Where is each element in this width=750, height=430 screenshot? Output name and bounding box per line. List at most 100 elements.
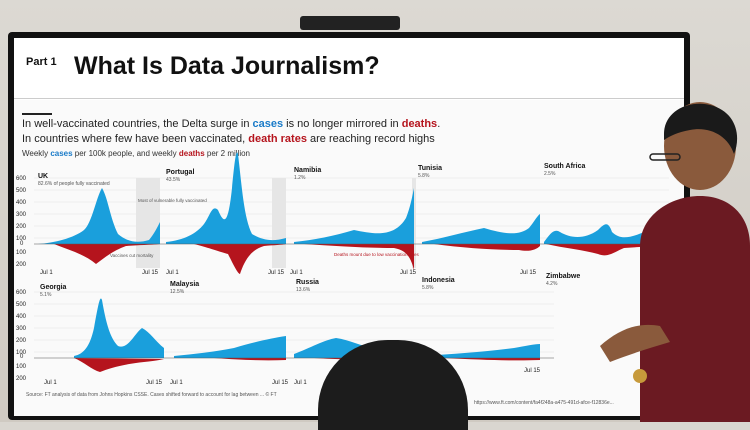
pct-indonesia: 5.8%	[422, 285, 434, 291]
slide-part-label: Part 1	[26, 56, 57, 68]
portugal-cases-area	[166, 152, 286, 244]
tick2-300: 300	[16, 326, 27, 332]
annotation-uk-mortality: Vaccines cut mortality	[110, 253, 154, 258]
row2-y-axis: 600 500 400 300 200 100 0 100 200	[16, 290, 27, 382]
tick-200: 200	[16, 224, 27, 230]
pct-malaysia: 12.5%	[170, 289, 185, 295]
presenter-hair	[664, 103, 738, 154]
rus-x-start: Jul 1	[294, 380, 307, 386]
tick2-100: 100	[16, 350, 27, 356]
uk-shade	[136, 178, 160, 268]
tick-neg100: 100	[16, 250, 27, 256]
sub-cases: cases	[50, 149, 73, 158]
slide-titlebar: Part 1 What Is Data Journalism?	[14, 38, 684, 100]
label-malaysia: Malaysia	[170, 281, 199, 288]
ft-accent-mark	[22, 113, 52, 115]
h1-cases: cases	[252, 118, 284, 130]
tick-100: 100	[16, 236, 27, 242]
indonesia-cases-area	[422, 344, 540, 358]
pct-tunisia: 5.8%	[418, 173, 430, 179]
pct-namibia: 1.2%	[294, 175, 306, 181]
tick-400: 400	[16, 200, 27, 206]
sub-b: per 100k people, and weekly	[72, 149, 179, 158]
pct-zimbabwe: 4.2%	[546, 281, 558, 287]
tick2-200: 200	[16, 338, 27, 344]
presenter	[600, 102, 750, 422]
label-zimbabwe: Zimbabwe	[546, 273, 580, 280]
pct-russia: 13.6%	[296, 287, 311, 293]
georgia-deaths-area	[74, 358, 164, 372]
h1-part-b: is no longer mirrored in	[283, 118, 402, 130]
south-africa-deaths-area	[546, 244, 662, 256]
h1-part-a: In well-vaccinated countries, the Delta …	[22, 118, 253, 130]
indonesia-deaths-area	[444, 358, 540, 361]
presenter-shirt	[640, 196, 750, 422]
pct-portugal: 43.5%	[166, 177, 181, 183]
annotation-uk-vulnerable: Most of vulnerable fully vaccinated	[138, 198, 207, 203]
country-labels: UK 82.6% of people fully vaccinated Port…	[38, 163, 585, 298]
tick-300: 300	[16, 212, 27, 218]
tick2-600: 600	[16, 290, 27, 296]
tick-600: 600	[16, 176, 27, 182]
nam-x-end: Jul 15	[400, 270, 417, 276]
portugal-shade	[272, 178, 286, 268]
tunisia-deaths-area	[434, 244, 540, 251]
tick2-0: 0	[20, 354, 24, 360]
h2-part-a: In countries where few have been vaccina…	[22, 133, 249, 145]
sub-deaths: deaths	[178, 149, 205, 158]
pct-georgia: 5.1%	[40, 292, 52, 298]
tick-0: 0	[20, 241, 24, 247]
label-uk: UK	[38, 173, 48, 180]
annotation-namibia: Deaths mount due to low vaccination rate…	[334, 252, 420, 257]
georgia-cases-area	[74, 298, 164, 358]
presenter-hand	[600, 324, 670, 362]
tick2-neg100: 100	[16, 364, 27, 370]
source-note: Source: FT analysis of data from Johns H…	[26, 392, 277, 398]
tick-neg200: 200	[16, 262, 27, 268]
mal-x-start: Jul 1	[170, 380, 183, 386]
watch-icon	[633, 369, 647, 383]
label-georgia: Georgia	[40, 284, 67, 291]
tunisia-cases-area	[422, 214, 540, 244]
h1-deaths: deaths	[401, 118, 438, 130]
pt-x-start: Jul 1	[166, 270, 179, 276]
malaysia-deaths-area	[214, 358, 286, 361]
presentation-screen: Part 1 What Is Data Journalism? In well-…	[14, 38, 684, 416]
geo-x-end: Jul 15	[146, 380, 163, 386]
row1-y-axis: 600 500 400 300 200 100 0 100 200	[16, 176, 27, 268]
uk-cases-area	[38, 188, 160, 244]
tick-500: 500	[16, 188, 27, 194]
label-portugal: Portugal	[166, 169, 194, 176]
ind-x-end: Jul 15	[524, 368, 541, 374]
nam-x-start: Jul 1	[290, 270, 303, 276]
geo-x-start: Jul 1	[44, 380, 57, 386]
namibia-cases-area	[294, 188, 414, 244]
gridlines	[34, 177, 669, 353]
tick2-400: 400	[16, 314, 27, 320]
malaysia-cases-area	[174, 336, 286, 358]
label-russia: Russia	[296, 279, 319, 286]
uk-x-end: Jul 15	[142, 270, 159, 276]
sub-c: per 2 million	[204, 149, 251, 158]
pct-south-africa: 2.5%	[544, 171, 556, 177]
glasses-icon	[649, 153, 681, 161]
source-url: https://www.ft.com/content/fa4f248a-a475…	[474, 400, 614, 406]
baselines	[34, 243, 669, 359]
label-indonesia: Indonesia	[422, 277, 455, 284]
label-tunisia: Tunisia	[418, 165, 442, 172]
small-multiples-chart: 600 500 400 300 200 100 0 100 200 600 50…	[16, 152, 669, 386]
pt-x-end: Jul 15	[268, 270, 285, 276]
namibia-deaths-area	[304, 244, 414, 270]
h1-end: .	[437, 118, 441, 130]
title-divider	[14, 98, 684, 99]
uk-x-start: Jul 1	[40, 270, 53, 276]
portugal-deaths-area	[194, 244, 286, 274]
h2-part-b: are reaching record highs	[306, 133, 435, 145]
label-namibia: Namibia	[294, 167, 321, 174]
headline-line-1: In well-vaccinated countries, the Delta …	[22, 118, 440, 130]
chart-subtitle: Weekly cases per 100k people, and weekly…	[22, 149, 250, 158]
tick2-500: 500	[16, 302, 27, 308]
headline-line-2: In countries where few have been vaccina…	[22, 133, 435, 145]
tick2-neg200: 200	[16, 376, 27, 382]
south-africa-cases-area	[544, 222, 662, 244]
